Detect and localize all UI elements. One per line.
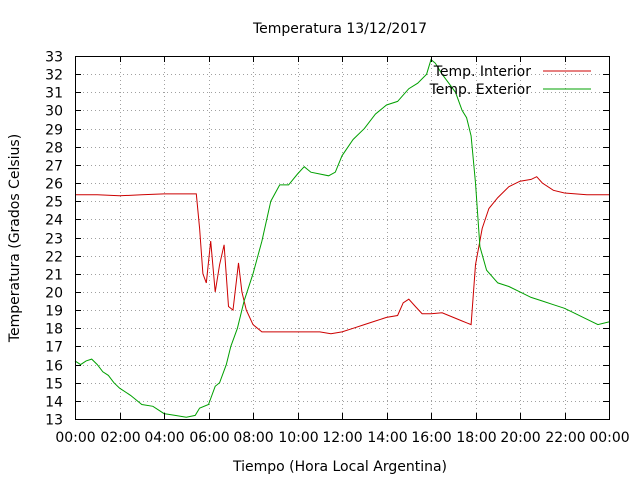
y-tick-label: 25 [45,195,63,211]
y-tick-labels: 13 14 15 16 17 18 19 20 21 22 23 24 25 26 27 28 29 30 31 32… [45,50,63,429]
series-line-temp-interior [75,176,609,335]
x-tick-label: 12:00 [322,430,362,446]
y-tick-label: 28 [45,141,63,157]
chart-title: Temperatura 13/12/2017 [252,21,427,37]
x-tick-label: 10:00 [278,430,318,446]
x-tick-labels: 00:00 02:00 04:00 06:00 08:00 10:00 12:00 14:00… [55,430,629,446]
series-line-temp-exterior [74,58,610,418]
y-tick-label: 23 [45,232,63,248]
y-tick-label: 22 [45,250,63,266]
x-tick-label: 00:00 [589,430,629,446]
x-tick-label: 14:00 [367,430,407,446]
legend-label: Temp. Interior [433,64,532,80]
x-tick-label: 22:00 [545,430,585,446]
x-tick-label: 20:00 [500,430,540,446]
y-tick-label: 27 [45,159,63,175]
y-tick-label: 18 [45,322,63,338]
ticks [75,56,610,420]
x-tick-label: 02:00 [100,430,140,446]
y-tick-label: 26 [45,177,63,193]
legend-label: Temp. Exterior [429,82,532,98]
y-tick-label: 15 [45,377,63,393]
y-tick-label: 17 [45,340,63,356]
y-tick-label: 29 [45,123,63,139]
y-tick-label: 24 [45,213,63,229]
x-axis-label: Tiempo (Hora Local Argentina) [232,459,447,475]
y-tick-label: 30 [45,104,63,120]
x-tick-label: 18:00 [456,430,496,446]
y-tick-label: 16 [45,359,63,375]
x-tick-label: 06:00 [189,430,229,446]
y-tick-label: 14 [45,395,63,411]
grid [75,56,609,419]
x-tick-label: 00:00 [55,430,95,446]
x-tick-label: 04:00 [144,430,184,446]
y-tick-label: 32 [45,68,63,84]
y-tick-label: 31 [45,86,63,102]
y-tick-label: 21 [45,268,63,284]
y-tick-label: 20 [45,286,63,302]
y-tick-label: 13 [45,413,63,429]
series-layer [74,58,610,418]
y-tick-label: 19 [45,304,63,320]
y-axis-label: Temperatura (Grados Celsius) [7,134,23,343]
x-tick-label: 16:00 [411,430,451,446]
legend: Temp. Interior Temp. Exterior [429,64,591,98]
x-tick-label: 08:00 [233,430,273,446]
y-tick-label: 33 [45,50,63,66]
